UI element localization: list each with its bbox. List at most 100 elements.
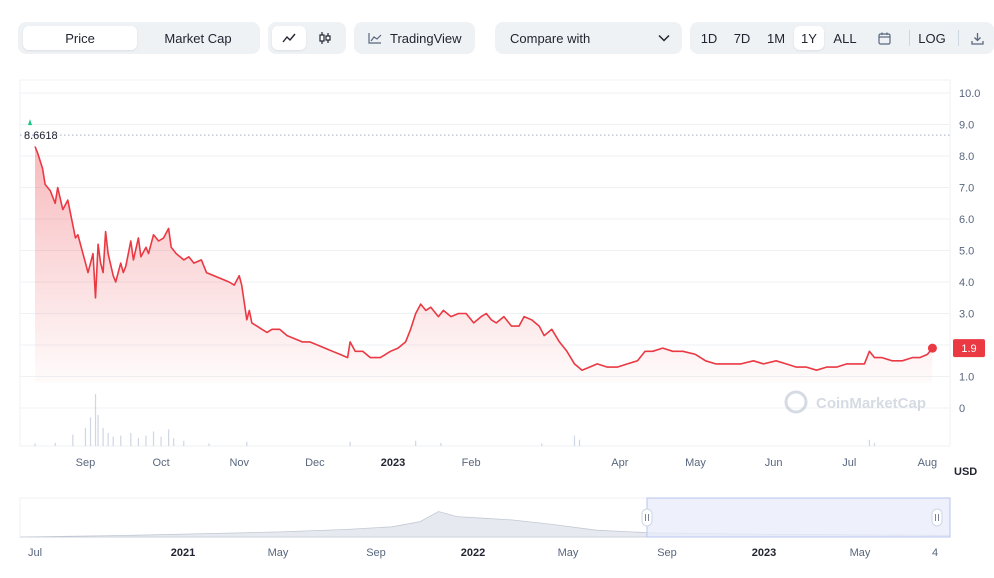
volume-bar bbox=[54, 442, 56, 446]
tradingview-label: TradingView bbox=[390, 30, 462, 46]
currency-label: USD bbox=[954, 466, 977, 478]
navigator-tick-label: 2022 bbox=[461, 547, 485, 559]
y-tick-label: 6.0 bbox=[959, 214, 974, 226]
volume-bar bbox=[107, 433, 109, 446]
volume-bar bbox=[573, 435, 576, 446]
y-axis: 01.02.03.04.05.06.07.08.09.010.0 bbox=[959, 88, 980, 415]
y-tick-label: 8.0 bbox=[959, 151, 974, 163]
x-tick-label: 2023 bbox=[381, 457, 405, 469]
x-axis: Sep Oct Nov Dec 2023 Feb Apr May Jun Jul Aug bbox=[76, 457, 938, 469]
volume-bar bbox=[440, 442, 442, 446]
navigator-tick-label: May bbox=[850, 547, 871, 559]
range-divider bbox=[909, 30, 910, 46]
last-price-badge bbox=[953, 339, 985, 358]
volume-bar bbox=[97, 414, 99, 446]
volume-bar bbox=[94, 394, 97, 446]
y-tick-label: 7.0 bbox=[959, 183, 974, 195]
navigator-tick-label: Sep bbox=[657, 547, 677, 559]
volume-bar bbox=[152, 431, 155, 446]
volume-bar bbox=[112, 436, 114, 446]
tab-market-cap[interactable]: Market Cap bbox=[164, 30, 232, 46]
calendar-icon[interactable] bbox=[870, 26, 898, 50]
volume-bar bbox=[183, 440, 185, 446]
tab-price[interactable]: Price bbox=[23, 26, 137, 50]
price-marketcap-toggle: Price Market Cap bbox=[18, 22, 260, 54]
navigator-tick-label: May bbox=[268, 547, 289, 559]
range-selector: 1D 7D 1M 1Y ALL LOG bbox=[690, 22, 994, 54]
chart-type-toggle bbox=[268, 22, 346, 54]
compare-with-dropdown[interactable]: Compare with bbox=[495, 22, 682, 54]
coinmarketcap-watermark: CoinMarketCap bbox=[784, 390, 926, 414]
volume-bar bbox=[868, 439, 871, 446]
volume-bar bbox=[578, 439, 581, 446]
y-tick-label: 0 bbox=[959, 403, 965, 415]
x-tick-label: Feb bbox=[462, 457, 481, 469]
range-1y[interactable]: 1Y bbox=[794, 26, 824, 50]
last-price-label: 1.9 bbox=[961, 343, 976, 355]
price-area-layer bbox=[34, 146, 934, 383]
navigator-tick-label: 2023 bbox=[752, 547, 776, 559]
trend-chart-icon bbox=[368, 32, 382, 44]
volume-bar bbox=[415, 440, 417, 446]
y-tick-label: 5.0 bbox=[959, 246, 974, 258]
x-tick-label: May bbox=[685, 457, 706, 469]
volume-bar bbox=[173, 438, 175, 446]
y-tick-label: 10.0 bbox=[959, 88, 980, 100]
volume-bar bbox=[34, 443, 36, 446]
y-tick-label: 9.0 bbox=[959, 120, 974, 132]
volume-bar bbox=[137, 438, 139, 446]
volume-bar bbox=[145, 435, 147, 446]
volume-layer bbox=[34, 394, 876, 446]
x-tick-label: Sep bbox=[76, 457, 96, 469]
range-divider-2 bbox=[958, 30, 959, 46]
price-line bbox=[34, 146, 934, 371]
y-tick-label: 1.0 bbox=[959, 372, 974, 384]
chevron-down-icon bbox=[658, 34, 670, 42]
volume-bar bbox=[208, 443, 210, 446]
candlestick-icon[interactable] bbox=[308, 26, 342, 50]
plot-frame bbox=[19, 79, 951, 447]
range-all[interactable]: ALL bbox=[833, 30, 857, 46]
navigator-handle[interactable] bbox=[641, 508, 653, 527]
volume-bar bbox=[72, 434, 74, 446]
volume-bar bbox=[130, 433, 132, 446]
watermark-text: CoinMarketCap bbox=[816, 395, 926, 412]
navigator-tick-label: May bbox=[558, 547, 579, 559]
x-tick-label: Nov bbox=[229, 457, 249, 469]
volume-bar bbox=[349, 441, 351, 446]
last-price-dot bbox=[927, 343, 937, 353]
range-1m[interactable]: 1M bbox=[766, 30, 786, 46]
volume-bar bbox=[102, 427, 104, 446]
volume-bar bbox=[168, 429, 170, 446]
navigator-tick-label: Jul bbox=[28, 547, 42, 559]
tradingview-button[interactable]: TradingView bbox=[354, 22, 475, 54]
marker-layer: 8.6618 1.9 bbox=[20, 119, 985, 358]
range-7d[interactable]: 7D bbox=[733, 30, 751, 46]
x-tick-label: Aug bbox=[918, 457, 938, 469]
x-tick-label: Jul bbox=[842, 457, 856, 469]
x-tick-label: Dec bbox=[305, 457, 325, 469]
compare-with-label: Compare with bbox=[510, 30, 591, 46]
volume-bar bbox=[89, 417, 92, 446]
x-tick-label: Oct bbox=[153, 457, 170, 469]
navigator-handle[interactable] bbox=[931, 508, 943, 527]
high-marker-icon bbox=[28, 119, 32, 126]
volume-bar bbox=[541, 443, 543, 446]
volume-bar bbox=[246, 441, 248, 446]
navigator-tick-label: 4 bbox=[932, 547, 938, 559]
price-area bbox=[35, 146, 933, 383]
y-tick-label: 4.0 bbox=[959, 277, 974, 289]
x-tick-label: Jun bbox=[765, 457, 783, 469]
navigator-selection bbox=[646, 497, 951, 538]
high-price-label: 8.6618 bbox=[24, 130, 58, 142]
navigator-tick-label: Sep bbox=[366, 547, 386, 559]
range-1d[interactable]: 1D bbox=[700, 30, 718, 46]
line-chart-icon[interactable] bbox=[272, 26, 306, 50]
log-scale-toggle[interactable]: LOG bbox=[918, 30, 946, 46]
x-tick-label: Apr bbox=[611, 457, 628, 469]
volume-bar bbox=[873, 442, 876, 446]
download-icon[interactable] bbox=[964, 26, 990, 50]
volume-bar bbox=[120, 435, 122, 446]
navigator: Jul 2021 May Sep 2022 May Sep 2023 May 4 bbox=[19, 497, 951, 559]
